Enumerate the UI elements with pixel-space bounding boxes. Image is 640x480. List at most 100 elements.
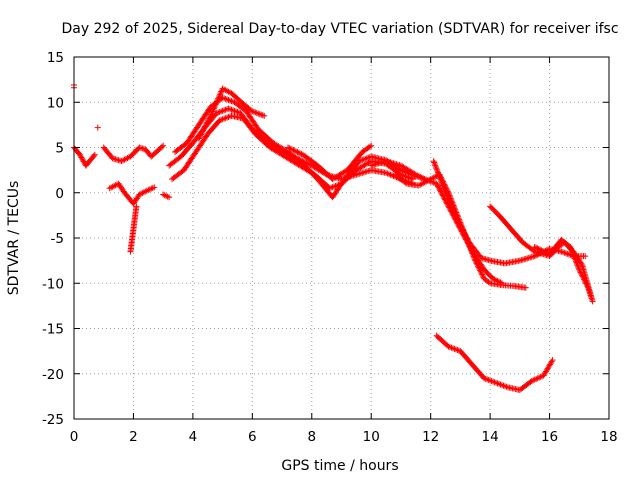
data-point-trail (494, 380, 501, 387)
data-point-trail (227, 97, 234, 104)
data-point (151, 184, 158, 191)
data-point (549, 357, 556, 364)
data-point-trail (433, 166, 440, 173)
data-point-trail (434, 182, 441, 189)
data-point (145, 187, 152, 194)
data-point-trail (568, 246, 575, 253)
data-point-trail (451, 211, 458, 218)
data-point-trail (449, 205, 456, 212)
data-point-trail (197, 131, 204, 138)
data-point-trail (423, 176, 430, 183)
data-point-trail (535, 246, 542, 253)
data-point-trail (567, 245, 574, 252)
data-point-trail (205, 116, 212, 123)
data-point (383, 169, 390, 176)
data-point-trail (460, 228, 467, 235)
data-point-trail (289, 146, 296, 153)
data-point-trail (570, 251, 577, 258)
data-point-trail (455, 218, 462, 225)
data-point-trail (224, 96, 231, 103)
data-point-trail (221, 95, 228, 102)
data-point-trail (574, 262, 581, 269)
data-point-trail (360, 156, 367, 163)
data-point-trail (417, 174, 424, 181)
data-point-trail (534, 245, 541, 252)
data-point-trail (477, 267, 484, 274)
x-tick-label: 8 (307, 429, 316, 445)
data-point-trail (202, 123, 209, 130)
data-point-trail (446, 344, 453, 351)
data-point-trail (216, 92, 223, 99)
data-point-trail (222, 115, 229, 122)
data-point-trail (77, 153, 84, 160)
data-point-trail (441, 186, 448, 193)
data-point-trail (329, 184, 336, 191)
data-point-trail (79, 157, 86, 164)
data-point-trail (530, 247, 537, 254)
data-point-trail (295, 149, 302, 156)
data-point-trail (255, 110, 262, 117)
data-point-trail (210, 107, 217, 114)
data-point-trail (443, 192, 450, 199)
data-point-trail (209, 108, 216, 115)
data-point-trail (571, 255, 578, 262)
data-point-trail (291, 147, 298, 154)
data-point (91, 151, 98, 158)
data-point-trail (146, 186, 153, 193)
data-point-trail (496, 380, 503, 387)
data-point-trail (503, 383, 510, 390)
data-point-trail (443, 191, 450, 198)
x-axis-ticks: 0 2 4 6 8 10 12 14 16 18 (70, 57, 618, 445)
data-point-trail (213, 98, 220, 105)
data-point-trail (432, 162, 439, 169)
data-point (445, 343, 452, 350)
data-point (409, 171, 416, 178)
data-point-trail (328, 184, 335, 191)
y-tick-label: -5 (51, 231, 64, 247)
data-point-trail (572, 256, 579, 263)
data-point-trail (433, 165, 440, 172)
data-point-trail (459, 226, 466, 233)
data-point-trail (201, 124, 208, 131)
data-point-trail (457, 223, 464, 230)
data-point-trail (445, 195, 452, 202)
data-point-trail (530, 377, 537, 384)
data-point-trail (447, 201, 454, 208)
data-point-trail (259, 112, 266, 119)
data-point-trail (542, 249, 549, 256)
data-point-trail (250, 108, 257, 115)
data-point-trail (222, 106, 229, 113)
data-point-trail (436, 172, 443, 179)
y-tick-label: 10 (47, 95, 64, 111)
data-point-trail (149, 184, 156, 191)
data-point-trail (402, 179, 409, 186)
data-point-trail (448, 204, 455, 211)
x-tick-label: 4 (189, 429, 198, 445)
data-point-trail (570, 252, 577, 259)
data-point-trail (200, 126, 207, 133)
data-point-trail (148, 185, 155, 192)
data-point-trail (219, 116, 226, 123)
data-point-trail (164, 193, 171, 200)
data-point-trail (541, 248, 548, 255)
data-point-trail (363, 155, 370, 162)
data-point (249, 108, 256, 115)
data-point-trail (208, 111, 215, 118)
data-point (261, 112, 268, 119)
data-point-trail (225, 113, 232, 120)
data-point-trail (578, 270, 585, 277)
data-point-trail (445, 196, 452, 203)
data-point-trail (569, 249, 576, 256)
data-point-trail (561, 249, 568, 256)
data-point-trail (79, 155, 86, 162)
data-point (430, 158, 437, 165)
data-point-trail (225, 96, 232, 103)
data-point-trail (464, 236, 471, 243)
data-point-trail (386, 171, 393, 178)
data-point-trail (500, 382, 507, 389)
data-point-trail (451, 345, 458, 352)
data-point-trail (430, 179, 437, 186)
data-point-trail (228, 98, 235, 105)
data-point-trail (485, 376, 492, 383)
x-tick-label: 16 (541, 429, 558, 445)
